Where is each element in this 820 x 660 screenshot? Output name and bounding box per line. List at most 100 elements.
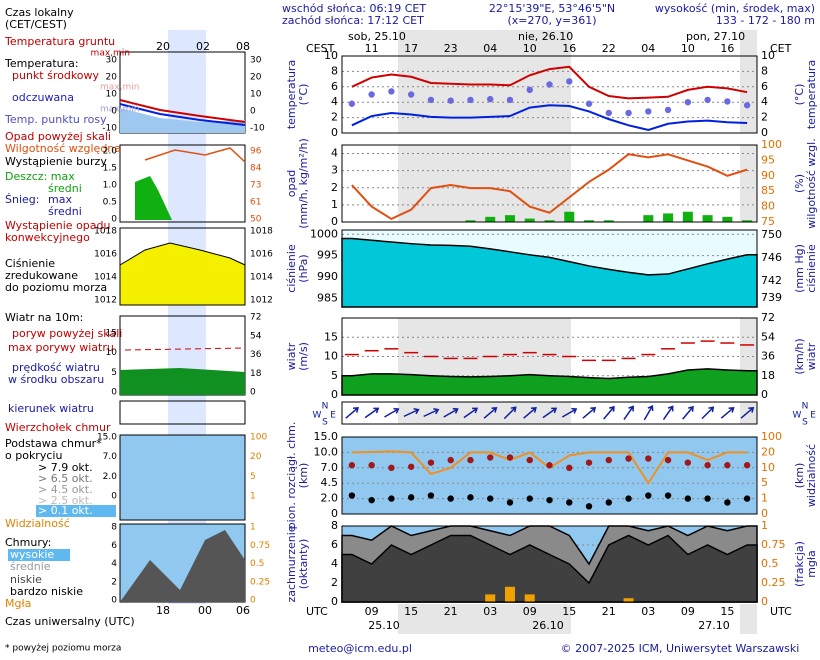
legend-tick: 96 (250, 147, 262, 157)
series-bar (504, 215, 515, 222)
legend-tick: 0.5 (250, 559, 264, 569)
day-shade (740, 145, 757, 222)
wind-arrow (542, 407, 558, 419)
day-label: nie, 26.10 (518, 30, 573, 43)
series-dot (625, 455, 632, 462)
legend-box (119, 434, 246, 521)
series-bar (742, 220, 753, 222)
panel-frame (341, 525, 758, 603)
wind-arrow (364, 407, 380, 419)
series-line (351, 104, 748, 131)
x-tick-label: 15 (720, 605, 734, 618)
wind-arrow (483, 407, 498, 419)
y2-tick-label: 5 (761, 476, 768, 489)
wind-arrow (423, 408, 440, 418)
legend-text: w środku obszaru (8, 373, 104, 386)
legend-tick: 61 (250, 198, 261, 208)
y2-tick-label: 75 (761, 215, 775, 228)
series-dot (407, 91, 415, 98)
series-dot (348, 100, 356, 107)
y2-tick-label: 90 (761, 169, 775, 182)
day-shade (398, 30, 571, 56)
legend-tick: -10 (250, 124, 265, 134)
elevation: 133 - 172 - 180 m (716, 14, 815, 27)
legend-tick: 0 (250, 107, 256, 117)
y2-tick-label: 742 (761, 274, 782, 287)
local-hour: 23 (444, 42, 458, 55)
legend-tick: 10 (106, 348, 118, 358)
day-label: pon, 27.10 (686, 30, 745, 43)
wind-arrow (561, 407, 578, 418)
wind-arrow (443, 407, 459, 418)
series-line (351, 153, 748, 221)
legend-text: punkt środkowy (12, 69, 100, 82)
legend-text: do poziomu morza (5, 281, 107, 294)
series-dot (566, 464, 573, 471)
series-dot (546, 462, 553, 469)
y2-tick-label: 10 (761, 49, 775, 62)
legend-text: wysokie (10, 548, 54, 561)
zone-label: UTC (306, 605, 328, 618)
y-tick-label: 5 (331, 369, 338, 382)
coords: 22°15'39"E, 53°46'5"N (489, 2, 615, 15)
series-dot (645, 108, 652, 115)
y-tick-label: 4 (331, 95, 338, 108)
y-tick-label: 7.0 (321, 461, 339, 474)
x-tick-label: 21 (444, 605, 458, 618)
x-tick-label: 15 (562, 605, 576, 618)
legend-tick: 0 (250, 596, 256, 606)
series-bar (485, 594, 496, 602)
panel-frame (341, 229, 758, 308)
legend-tick: 7.0 (103, 452, 118, 462)
local-hour: 22 (602, 42, 616, 55)
legend-text: bardzo niskie (10, 585, 83, 598)
legend-tick: 2 (111, 577, 117, 587)
axis-title: (°C) (793, 84, 806, 106)
series-dot (467, 494, 474, 501)
axis-title: widzialność (805, 444, 818, 507)
y-tick-label: 995 (317, 249, 338, 262)
axis-title: (mm/h, kg/m²/h) (297, 138, 310, 229)
wind-arrow (503, 406, 517, 420)
series-dot (743, 462, 751, 469)
series-dot (625, 495, 632, 502)
legend-tick: 4 (111, 559, 117, 569)
legend-tick: 1 (250, 492, 256, 502)
y-tick-label: 2 (331, 576, 338, 589)
legend-text: Śnieg: (5, 193, 39, 206)
email[interactable]: meteo@icm.edu.pl (308, 642, 412, 655)
series-dot (526, 456, 533, 464)
legend-text: Wierzchołek chmur (5, 421, 111, 434)
compass: N (802, 402, 809, 412)
legend-text: > 0.1 okt. (38, 504, 93, 517)
legend-text: Opad powyżej skali (5, 130, 111, 143)
series-dot (487, 495, 494, 502)
wind-arrow (682, 405, 694, 420)
y-tick-label: 3 (331, 164, 338, 177)
series-bar (564, 211, 575, 222)
sunset: zachód słońca: 17:12 CET (282, 14, 424, 27)
legend-tick: 00 (198, 604, 212, 617)
y2-tick-label: 1 (761, 519, 768, 532)
y2-tick-label: 0 (761, 507, 768, 520)
legend-tick: 84 (250, 164, 262, 174)
day-shade (740, 402, 757, 424)
panel-frame (341, 401, 758, 425)
series-area (341, 237, 758, 308)
legend-tick: 02 (196, 40, 210, 53)
legend-tick: 36 (250, 350, 262, 360)
legend-tick: -10 (102, 124, 117, 134)
series-dot (724, 98, 731, 105)
legend-tick: 0 (111, 596, 117, 606)
day-label: 25.10 (368, 619, 400, 632)
legend-tick: 15 (106, 329, 117, 339)
wind-arrow (523, 407, 537, 419)
y-tick-label: 6 (331, 80, 338, 93)
wind-arrow (662, 405, 674, 420)
series-dot (487, 454, 494, 461)
series-dot (585, 100, 593, 107)
series-dot (605, 456, 612, 464)
y2-tick-label: 0.75 (761, 538, 786, 551)
series-dot (645, 492, 652, 499)
axis-title: temperatura (285, 60, 298, 129)
